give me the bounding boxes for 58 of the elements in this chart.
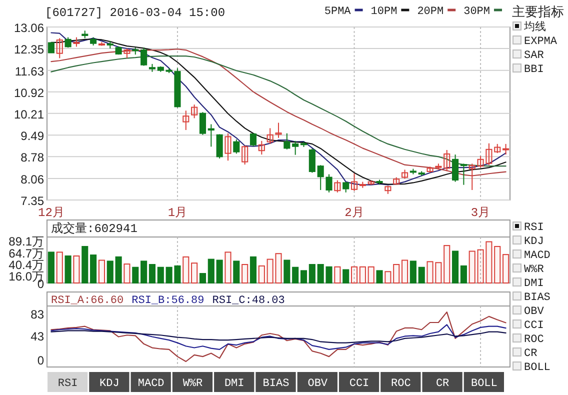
line-series — [50, 312, 506, 362]
text: BOLL — [470, 378, 498, 390]
y-tick-label: 89.1万 — [8, 234, 44, 249]
text: EXPMA — [524, 36, 558, 48]
y-tick-label: 12.35 — [14, 42, 44, 57]
text: DMI — [524, 278, 544, 290]
text: CR — [436, 378, 450, 390]
y-tick-label: 10.92 — [14, 86, 44, 100]
line-series — [50, 330, 506, 344]
text: CR — [524, 348, 538, 360]
line-series — [50, 324, 506, 350]
y-tick-label: 7.35 — [20, 194, 44, 208]
text: BBI — [524, 64, 544, 76]
text: BOLL — [524, 362, 550, 374]
text: DMI — [224, 378, 244, 390]
x-tick-label: 2月 — [344, 206, 364, 220]
y-tick-label: 64.7万 — [8, 246, 44, 260]
text: OBV — [308, 378, 328, 390]
text: OBV — [524, 306, 544, 318]
text: 均线 — [523, 20, 546, 34]
legend-label: 10PM — [370, 6, 398, 18]
y-tick-label: 83 — [30, 308, 44, 322]
y-tick-label: 8.06 — [20, 172, 44, 186]
text: SAR — [524, 50, 544, 62]
y-tick-label: 8.78 — [20, 150, 44, 165]
text: BIAS — [524, 292, 551, 304]
y-tick-label: 0 — [37, 353, 44, 368]
text: CCI — [524, 320, 544, 332]
x-tick-label: 1月 — [168, 206, 188, 220]
chart-title: [601727] 2016-03-04 15:00 — [45, 6, 226, 20]
text: RSI — [58, 378, 78, 390]
legend-label: 30PM — [464, 6, 490, 18]
y-tick-label: 40.4万 — [8, 258, 44, 272]
text: W%R — [182, 378, 204, 390]
y-tick-label: 13.06 — [14, 21, 44, 35]
text: KDJ — [524, 236, 544, 248]
y-tick-label: 43 — [30, 330, 44, 344]
text: RSI_B:56.89 — [132, 295, 204, 307]
text: RSI — [524, 222, 544, 234]
x-tick-label: 12月 — [38, 206, 64, 220]
text: 主要指标 — [512, 4, 564, 20]
text: KDJ — [100, 378, 120, 390]
text: ROC — [524, 334, 544, 346]
chart-title: 成交量:602941 — [51, 221, 138, 236]
text: MACD — [138, 378, 165, 390]
x-tick-label: 3月 — [470, 206, 490, 220]
text: RSI_A:66.60 — [51, 295, 124, 307]
text: MACD — [524, 250, 551, 262]
text: BIAS — [262, 378, 290, 390]
text: CCI — [349, 378, 370, 390]
y-tick-label: 11.63 — [14, 64, 44, 78]
y-tick-label: 9.49 — [20, 129, 44, 144]
text: ROC — [391, 378, 412, 390]
legend-label: 5PMA — [324, 6, 352, 18]
y-tick-label: 10.21 — [14, 107, 44, 122]
text: RSI_C:48.03 — [212, 295, 285, 307]
legend-label: 20PM — [417, 6, 444, 18]
text: W%R — [524, 264, 544, 276]
